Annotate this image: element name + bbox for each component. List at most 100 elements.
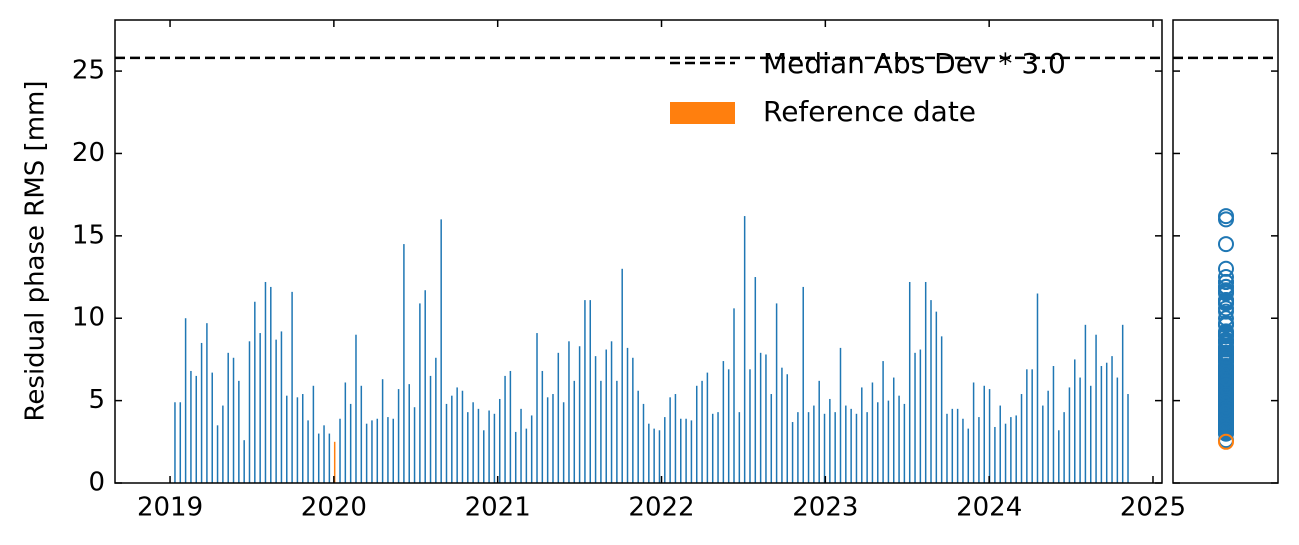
bar bbox=[722, 361, 725, 483]
bar bbox=[451, 395, 453, 483]
bar bbox=[264, 281, 267, 483]
bar bbox=[754, 277, 757, 483]
bar bbox=[435, 357, 437, 483]
legend-label: Median Abs Dev * 3.0 bbox=[763, 47, 1066, 80]
bar bbox=[387, 417, 389, 483]
bar bbox=[813, 405, 815, 483]
bar bbox=[552, 394, 554, 483]
bar bbox=[238, 380, 240, 483]
bar bbox=[286, 395, 288, 483]
bar bbox=[275, 339, 277, 483]
bar bbox=[940, 336, 943, 483]
bar bbox=[1105, 362, 1108, 483]
bar bbox=[845, 405, 847, 483]
bar bbox=[413, 407, 416, 483]
bar bbox=[951, 408, 954, 483]
bar bbox=[823, 413, 826, 483]
bar bbox=[243, 440, 245, 483]
bar bbox=[972, 382, 975, 483]
x-tick-label: 2021 bbox=[465, 493, 531, 523]
reference-point bbox=[1218, 433, 1234, 450]
distribution-point bbox=[1218, 348, 1234, 365]
bar bbox=[743, 216, 746, 483]
bar bbox=[887, 400, 890, 483]
bar bbox=[903, 403, 906, 483]
bar bbox=[1004, 423, 1007, 483]
bar bbox=[392, 418, 395, 483]
bar bbox=[914, 352, 916, 483]
distribution-point bbox=[1218, 285, 1234, 302]
bar bbox=[610, 341, 613, 483]
bar bbox=[797, 412, 799, 483]
bar bbox=[541, 370, 544, 483]
bar bbox=[254, 301, 256, 483]
bar bbox=[765, 354, 767, 483]
bar bbox=[557, 352, 560, 483]
x-tick-label: 2023 bbox=[792, 493, 858, 523]
bar bbox=[674, 394, 677, 483]
bar bbox=[429, 375, 432, 483]
bar bbox=[781, 367, 783, 483]
distribution-point bbox=[1218, 273, 1234, 290]
bar bbox=[578, 346, 581, 483]
bar bbox=[924, 281, 927, 483]
bar bbox=[685, 418, 687, 483]
bar bbox=[456, 387, 458, 483]
bar bbox=[999, 405, 1001, 483]
bar bbox=[882, 361, 884, 483]
bar bbox=[818, 380, 820, 483]
bar bbox=[1010, 417, 1012, 483]
bar bbox=[727, 369, 730, 483]
bar bbox=[360, 385, 363, 483]
bar bbox=[280, 331, 283, 483]
distribution-point bbox=[1218, 292, 1234, 309]
bar bbox=[770, 394, 773, 483]
bar bbox=[690, 420, 693, 483]
bar bbox=[488, 410, 490, 483]
bar bbox=[738, 412, 741, 483]
bar bbox=[349, 403, 352, 483]
bar bbox=[584, 300, 586, 483]
bar bbox=[978, 417, 980, 483]
bar bbox=[1020, 394, 1023, 483]
bar bbox=[983, 385, 986, 483]
bar bbox=[946, 413, 948, 483]
bar bbox=[504, 375, 506, 483]
y-tick-label: 0 bbox=[88, 468, 105, 498]
bar bbox=[855, 413, 858, 483]
bar bbox=[355, 334, 357, 483]
bar bbox=[562, 402, 565, 483]
distribution-point bbox=[1218, 211, 1234, 228]
bar bbox=[632, 357, 634, 483]
bar bbox=[1068, 387, 1071, 483]
distribution-point bbox=[1218, 326, 1234, 343]
bar bbox=[525, 428, 528, 483]
x-tick-label: 2020 bbox=[301, 493, 367, 523]
bar bbox=[1074, 359, 1076, 483]
bar bbox=[514, 431, 517, 483]
axes-frame bbox=[1172, 19, 1279, 484]
bar bbox=[994, 426, 996, 483]
bar bbox=[206, 323, 208, 483]
bar bbox=[1121, 324, 1124, 483]
y-tick-label: 25 bbox=[72, 56, 105, 86]
bar bbox=[829, 398, 831, 483]
bar bbox=[376, 418, 379, 483]
bar bbox=[1100, 366, 1103, 483]
bar bbox=[467, 412, 469, 483]
y-tick-label: 5 bbox=[88, 385, 105, 415]
bar bbox=[1116, 377, 1119, 483]
bar bbox=[317, 433, 320, 483]
bar bbox=[1042, 405, 1044, 483]
bar bbox=[807, 412, 810, 483]
axes-frame bbox=[114, 19, 1163, 484]
bar bbox=[1111, 356, 1113, 483]
bar bbox=[637, 390, 639, 483]
reference-bar bbox=[333, 441, 336, 483]
bar bbox=[850, 408, 852, 483]
distribution-point bbox=[1218, 377, 1234, 394]
bar bbox=[270, 286, 272, 483]
bar bbox=[445, 403, 448, 483]
bar bbox=[648, 423, 650, 483]
bar bbox=[365, 423, 368, 483]
